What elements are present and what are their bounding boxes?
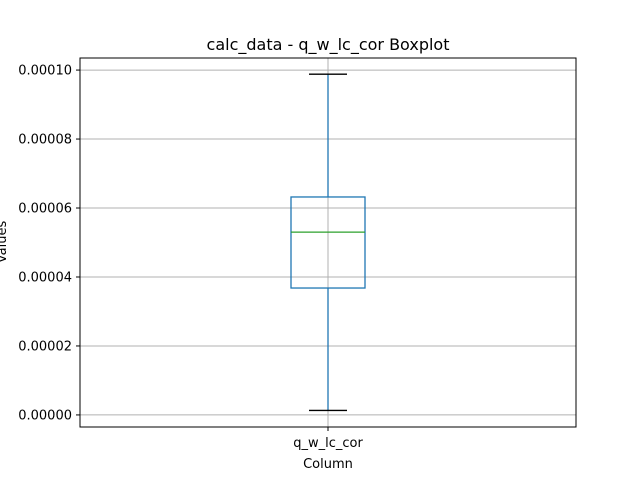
y-tick-label: 0.00010 — [18, 64, 72, 79]
y-tick-label: 0.00000 — [18, 408, 72, 423]
box-plot-marks — [290, 73, 366, 412]
iqr-box — [290, 196, 366, 289]
y-tick-label: 0.00008 — [18, 133, 72, 148]
x-axis-ticks: q_w_lc_cor — [293, 427, 363, 451]
y-tick-label: 0.00004 — [18, 270, 72, 285]
x-axis-title: Column — [303, 457, 353, 472]
y-axis-title: Values — [0, 221, 10, 264]
chart-title: calc_data - q_w_lc_cor Boxplot — [207, 35, 450, 55]
y-tick-label: 0.00006 — [18, 202, 72, 217]
x-tick-label: q_w_lc_cor — [293, 436, 363, 451]
y-axis-ticks: 0.00000 0.00002 0.00004 0.00006 0.00008 0.000… — [18, 64, 80, 423]
y-tick-label: 0.00002 — [18, 339, 72, 354]
